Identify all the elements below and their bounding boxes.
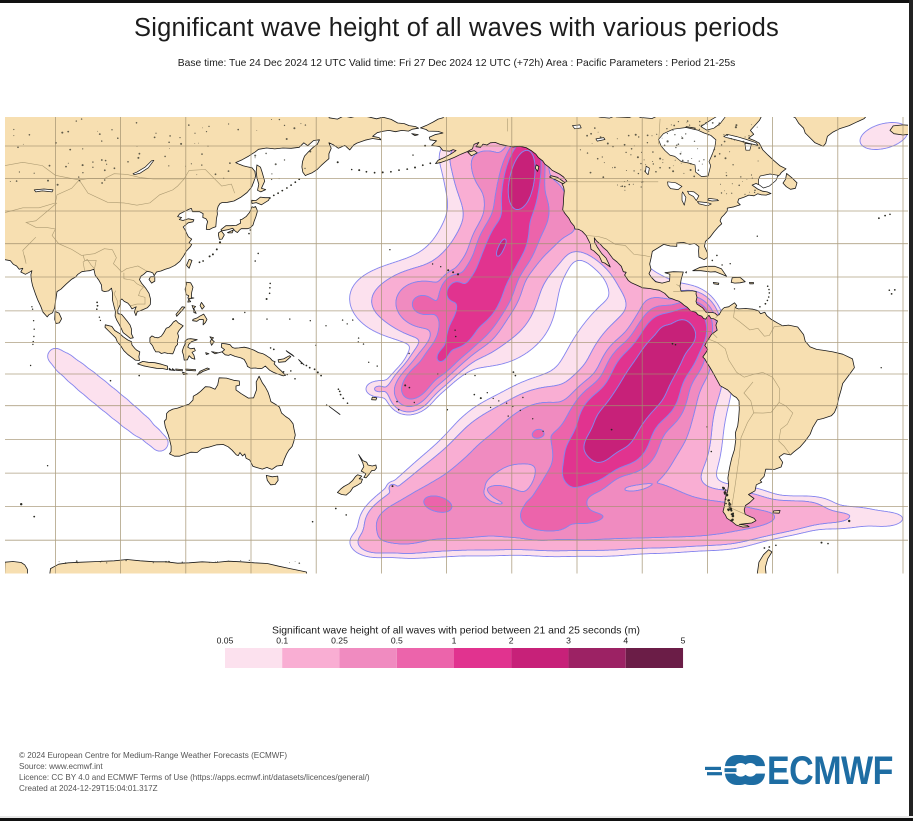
svg-text:0.5: 0.5 [391,636,403,646]
svg-text:0.1: 0.1 [276,636,288,646]
svg-text:0.05: 0.05 [217,636,234,646]
svg-text:1: 1 [452,636,457,646]
svg-text:2: 2 [509,636,514,646]
svg-text:Significant wave height of all: Significant wave height of all waves wit… [272,626,640,637]
svg-text:5: 5 [681,636,686,646]
svg-text:3: 3 [566,636,571,646]
svg-text:0.25: 0.25 [331,636,348,646]
svg-text:4: 4 [623,636,628,646]
